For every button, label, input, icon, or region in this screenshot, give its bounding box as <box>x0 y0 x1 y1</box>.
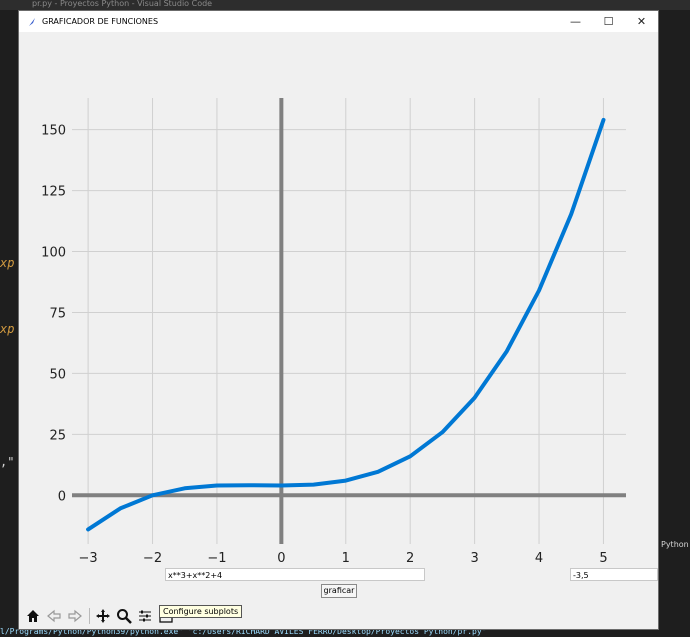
vscode-title-bar: pr.py - Proyectos Python - Visual Studio… <box>0 0 690 10</box>
x-tick-label: 5 <box>599 551 607 566</box>
x-tick-label: 4 <box>535 551 543 566</box>
y-tick-label: 125 <box>41 185 66 200</box>
x-tick-label: −3 <box>79 551 98 566</box>
pan-icon[interactable] <box>93 606 113 626</box>
y-tick-label: 150 <box>41 124 66 139</box>
plot-canvas[interactable]: −3 −2 −1 0 1 2 3 4 5 0 25 50 75 100 125 150 <box>19 32 658 572</box>
zoom-icon[interactable] <box>114 606 134 626</box>
home-icon[interactable] <box>23 606 43 626</box>
x-tick-label: 2 <box>406 551 414 566</box>
x-tick-label: 0 <box>277 551 285 566</box>
x-tick-label: −2 <box>143 551 162 566</box>
feather-icon <box>29 17 35 26</box>
minimize-button[interactable]: — <box>570 15 581 28</box>
y-tick-label: 75 <box>49 306 66 321</box>
matplotlib-toolbar <box>23 605 177 627</box>
function-curve <box>86 117 606 532</box>
y-tick-label: 25 <box>49 428 66 443</box>
code-fragment: xp <box>0 322 15 336</box>
window-title: GRAFICADOR DE FUNCIONES <box>42 17 159 26</box>
y-tick-label: 0 <box>58 489 66 504</box>
range-input[interactable]: -3,5 <box>570 568 658 581</box>
window-titlebar: GRAFICADOR DE FUNCIONES — ☐ ✕ <box>19 11 658 32</box>
close-button[interactable]: ✕ <box>636 15 647 28</box>
function-input[interactable]: x**3+x**2+4 <box>165 568 425 581</box>
status-python[interactable]: Python <box>661 540 689 549</box>
x-tick-label: 3 <box>470 551 478 566</box>
y-tick-label: 50 <box>49 367 66 382</box>
x-tick-label: 1 <box>342 551 350 566</box>
toolbar-tooltip: Configure subplots <box>159 605 243 618</box>
grapher-window: GRAFICADOR DE FUNCIONES — ☐ ✕ −3 −2 −1 0 1 2 3… <box>18 10 659 630</box>
maximize-button[interactable]: ☐ <box>603 15 614 28</box>
forward-icon[interactable] <box>65 606 85 626</box>
terminal-line: l/Programs/Python/Python39/python.exe" "… <box>0 627 690 637</box>
code-fragment: xp <box>0 256 15 270</box>
subplots-icon[interactable] <box>135 606 155 626</box>
x-tick-label: −1 <box>207 551 226 566</box>
back-icon[interactable] <box>44 606 64 626</box>
y-tick-label: 100 <box>41 246 66 261</box>
graficar-button[interactable]: graficar <box>321 584 357 598</box>
code-fragment: ," <box>0 455 15 469</box>
